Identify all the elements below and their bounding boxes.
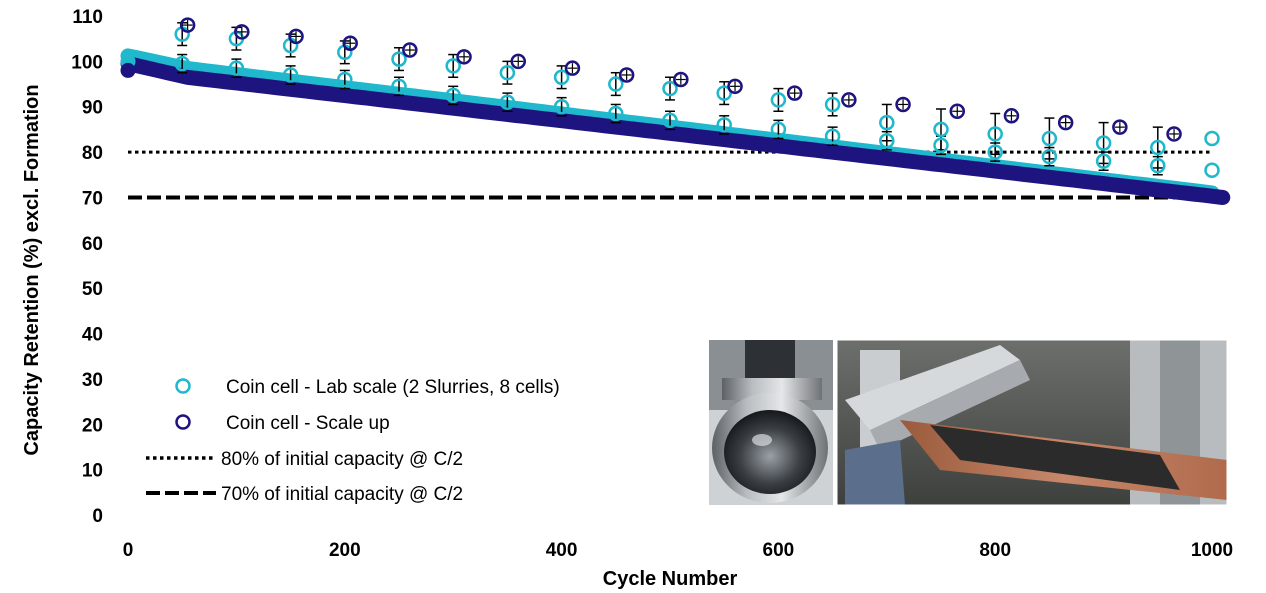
data-point-series-1 (445, 87, 461, 104)
data-markers (120, 17, 1220, 178)
data-point-series-2 (1003, 108, 1020, 124)
data-point-series-1 (770, 92, 787, 108)
data-point-series-1 (933, 137, 949, 154)
data-point-series-1 (987, 144, 1003, 160)
data-point-series-2 (510, 53, 526, 70)
data-point-series-2 (949, 103, 966, 120)
x-tick-label: 200 (329, 540, 361, 561)
data-point-series-2 (342, 35, 358, 51)
data-point-series-2 (1057, 114, 1074, 131)
data-point-series-1 (553, 98, 570, 115)
data-point-series-2 (786, 85, 803, 101)
data-point-series-1 (770, 121, 787, 138)
y-tick-label: 60 (82, 234, 103, 255)
data-point-series-1 (499, 64, 516, 81)
y-tick-label: 90 (82, 98, 103, 119)
data-point-series-1 (933, 121, 949, 138)
data-point-series-1 (391, 51, 407, 67)
inset-photo-mixer (709, 340, 833, 505)
legend-label-lab-scale: Coin cell - Lab scale (2 Slurries, 8 cel… (226, 377, 560, 398)
y-tick-label: 100 (71, 52, 103, 73)
legend-marker-lab-scale (175, 378, 191, 394)
y-tick-label: 50 (82, 279, 103, 300)
data-point-series-2 (179, 17, 196, 33)
data-point-series-2 (1166, 126, 1182, 142)
data-point-series-1 (1204, 162, 1220, 178)
data-point-series-1 (662, 80, 678, 97)
data-point-series-1 (1150, 157, 1166, 174)
inset-photo-coater (836, 339, 1228, 506)
data-point-series-1 (1095, 153, 1112, 169)
data-point-series-2 (456, 49, 472, 65)
y-tick-label: 0 (92, 506, 103, 527)
data-point-series-1 (716, 85, 732, 101)
data-point-series-1 (282, 67, 299, 83)
data-point-series-2 (564, 60, 581, 76)
y-tick-label: 20 (82, 415, 103, 436)
legend-item-70-percent: 70% of initial capacity @ C/2 (146, 484, 463, 505)
data-point-series-2 (673, 71, 689, 88)
data-point-series-2 (727, 78, 743, 95)
data-point-series-2 (895, 96, 911, 113)
data-point-series-1 (174, 55, 190, 72)
legend-item-80-percent: 80% of initial capacity @ C/2 (146, 449, 463, 470)
y-tick-label: 10 (82, 461, 103, 482)
x-tick-label: 600 (763, 540, 795, 561)
x-axis-title: Cycle Number (603, 568, 738, 590)
legend: Coin cell - Lab scale (2 Slurries, 8 cel… (146, 377, 560, 505)
start-point-series-2 (120, 62, 136, 78)
data-point-series-2 (402, 42, 418, 58)
trend-band-series-2 (120, 56, 1231, 205)
data-point-series-2 (1112, 119, 1128, 135)
legend-label-80-percent: 80% of initial capacity @ C/2 (221, 449, 463, 470)
legend-label-70-percent: 70% of initial capacity @ C/2 (221, 484, 463, 505)
y-axis-title: Capacity Retention (%) excl. Formation (21, 84, 43, 455)
legend-marker-scale-up (175, 414, 191, 430)
data-point-series-1 (824, 128, 841, 144)
data-point-series-1 (1204, 130, 1220, 147)
reference-lines (128, 150, 1212, 200)
legend-item-lab-scale: Coin cell - Lab scale (2 Slurries, 8 cel… (175, 377, 560, 398)
data-point-series-1 (228, 60, 245, 76)
x-tick-label: 0 (123, 540, 134, 561)
x-tick-label: 1000 (1191, 540, 1233, 561)
data-point-series-1 (445, 58, 461, 74)
y-tick-label: 110 (72, 7, 103, 28)
data-point-series-1 (499, 94, 516, 110)
legend-label-scale-up: Coin cell - Scale up (226, 413, 390, 434)
legend-item-scale-up: Coin cell - Scale up (175, 413, 390, 434)
data-point-series-1 (608, 105, 624, 122)
data-point-series-1 (879, 114, 895, 131)
data-point-series-1 (1041, 130, 1058, 147)
x-tick-label: 400 (546, 540, 578, 561)
data-point-series-1 (337, 71, 353, 88)
data-point-series-1 (1150, 139, 1166, 156)
data-point-series-1 (1041, 148, 1058, 165)
data-point-series-2 (618, 67, 635, 83)
data-point-series-1 (1095, 135, 1112, 151)
x-tick-label: 800 (979, 540, 1011, 561)
data-point-series-1 (662, 112, 678, 129)
data-point-series-1 (391, 78, 407, 95)
data-point-series-1 (879, 133, 895, 149)
data-point-series-2 (288, 28, 304, 45)
y-tick-label: 70 (82, 188, 103, 209)
data-point-series-1 (553, 69, 570, 85)
data-point-series-1 (608, 76, 624, 92)
data-point-series-2 (234, 24, 250, 40)
y-tick-label: 40 (82, 325, 103, 346)
tick-labels: 0 200 400 600 800 1000 0 10 20 30 40 50 60 70 80 90 100 1… (71, 7, 1233, 561)
data-point-series-1 (987, 126, 1003, 142)
data-point-series-1 (824, 96, 841, 113)
y-tick-label: 30 (82, 370, 103, 391)
y-tick-label: 80 (82, 143, 103, 164)
data-point-series-2 (841, 92, 857, 108)
data-point-series-1 (716, 117, 732, 133)
